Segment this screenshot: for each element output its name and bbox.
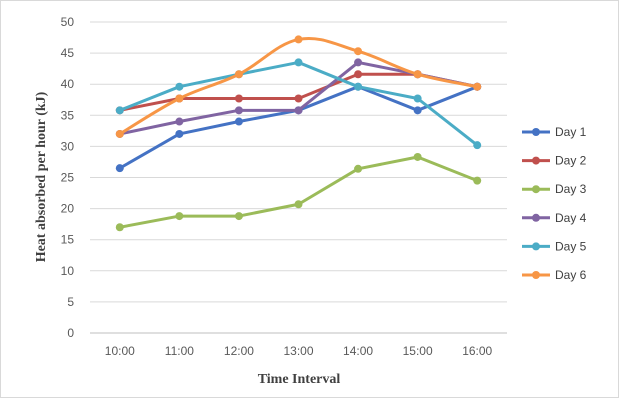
legend: Day 1 Day 2 Day 3 Day 4 Day 5 Day 6 — [522, 125, 587, 282]
y-tick-label: 5 — [67, 295, 74, 309]
x-tick-label: 13:00 — [283, 344, 313, 358]
data-point — [294, 200, 303, 209]
data-point — [413, 152, 422, 161]
legend-label: Day 4 — [555, 211, 587, 225]
data-point — [354, 82, 363, 91]
x-axis-title: Time Interval — [258, 372, 341, 387]
legend-item-day-3: Day 3 — [522, 182, 587, 196]
legend-marker — [532, 185, 540, 194]
y-tick-label: 15 — [61, 233, 75, 247]
x-axis-tick-labels: 10:00 11:00 12:00 13:00 14:00 15:00 16:00 — [105, 344, 493, 358]
legend-marker — [532, 271, 540, 279]
data-point — [115, 164, 124, 173]
y-axis-title: Heat absorbed per hour (kJ) — [34, 91, 49, 262]
legend-label: Day 1 — [555, 125, 587, 139]
data-point — [413, 94, 422, 103]
x-tick-label: 16:00 — [462, 344, 492, 358]
data-point — [115, 106, 124, 115]
data-point — [234, 70, 243, 79]
data-point — [354, 164, 363, 173]
series-day-6 — [115, 35, 482, 138]
series-day-3 — [115, 152, 482, 232]
data-point — [294, 106, 303, 115]
data-point — [234, 94, 243, 103]
y-tick-label: 40 — [61, 77, 75, 91]
data-point — [234, 117, 243, 126]
legend-item-day-2: Day 2 — [522, 154, 587, 168]
y-tick-label: 25 — [61, 171, 75, 185]
legend-item-day-1: Day 1 — [522, 125, 587, 139]
data-point — [354, 47, 363, 56]
x-tick-label: 11:00 — [165, 344, 194, 358]
data-point — [175, 117, 184, 126]
data-point — [413, 70, 422, 79]
x-tick-label: 12:00 — [224, 344, 254, 358]
y-tick-label: 30 — [61, 139, 75, 153]
y-tick-label: 35 — [61, 108, 75, 122]
legend-label: Day 2 — [555, 154, 587, 168]
data-point — [354, 58, 363, 67]
data-point — [413, 106, 422, 115]
x-tick-label: 10:00 — [105, 344, 135, 358]
y-tick-label: 10 — [61, 264, 75, 278]
y-tick-label: 45 — [61, 46, 75, 60]
legend-item-day-6: Day 6 — [522, 268, 587, 282]
legend-label: Day 3 — [555, 182, 587, 196]
data-point — [175, 129, 184, 138]
data-point — [175, 94, 184, 103]
x-tick-label: 15:00 — [403, 344, 433, 358]
data-point — [175, 212, 184, 221]
y-tick-label: 20 — [61, 202, 75, 216]
data-point — [175, 82, 184, 91]
data-point — [473, 176, 482, 185]
legend-label: Day 6 — [555, 268, 587, 282]
data-point — [115, 129, 124, 138]
y-tick-label: 50 — [61, 15, 75, 29]
data-point — [294, 58, 303, 67]
x-tick-label: 14:00 — [343, 344, 373, 358]
legend-item-day-4: Day 4 — [522, 211, 587, 225]
data-point — [294, 94, 303, 103]
data-point — [234, 212, 243, 221]
series-layer — [115, 35, 482, 232]
data-point — [473, 141, 482, 150]
legend-marker — [532, 242, 540, 251]
legend-label: Day 5 — [555, 239, 587, 253]
data-point — [294, 35, 303, 44]
data-point — [354, 70, 363, 79]
data-point — [473, 82, 482, 91]
legend-marker — [532, 213, 540, 222]
legend-item-day-5: Day 5 — [522, 239, 587, 253]
y-axis-tick-labels: 0 5 10 15 20 25 30 35 40 45 50 — [61, 15, 75, 340]
data-point — [234, 106, 243, 115]
legend-marker — [532, 128, 540, 136]
data-point — [115, 223, 124, 232]
y-tick-label: 0 — [67, 326, 74, 340]
legend-marker — [532, 156, 540, 165]
